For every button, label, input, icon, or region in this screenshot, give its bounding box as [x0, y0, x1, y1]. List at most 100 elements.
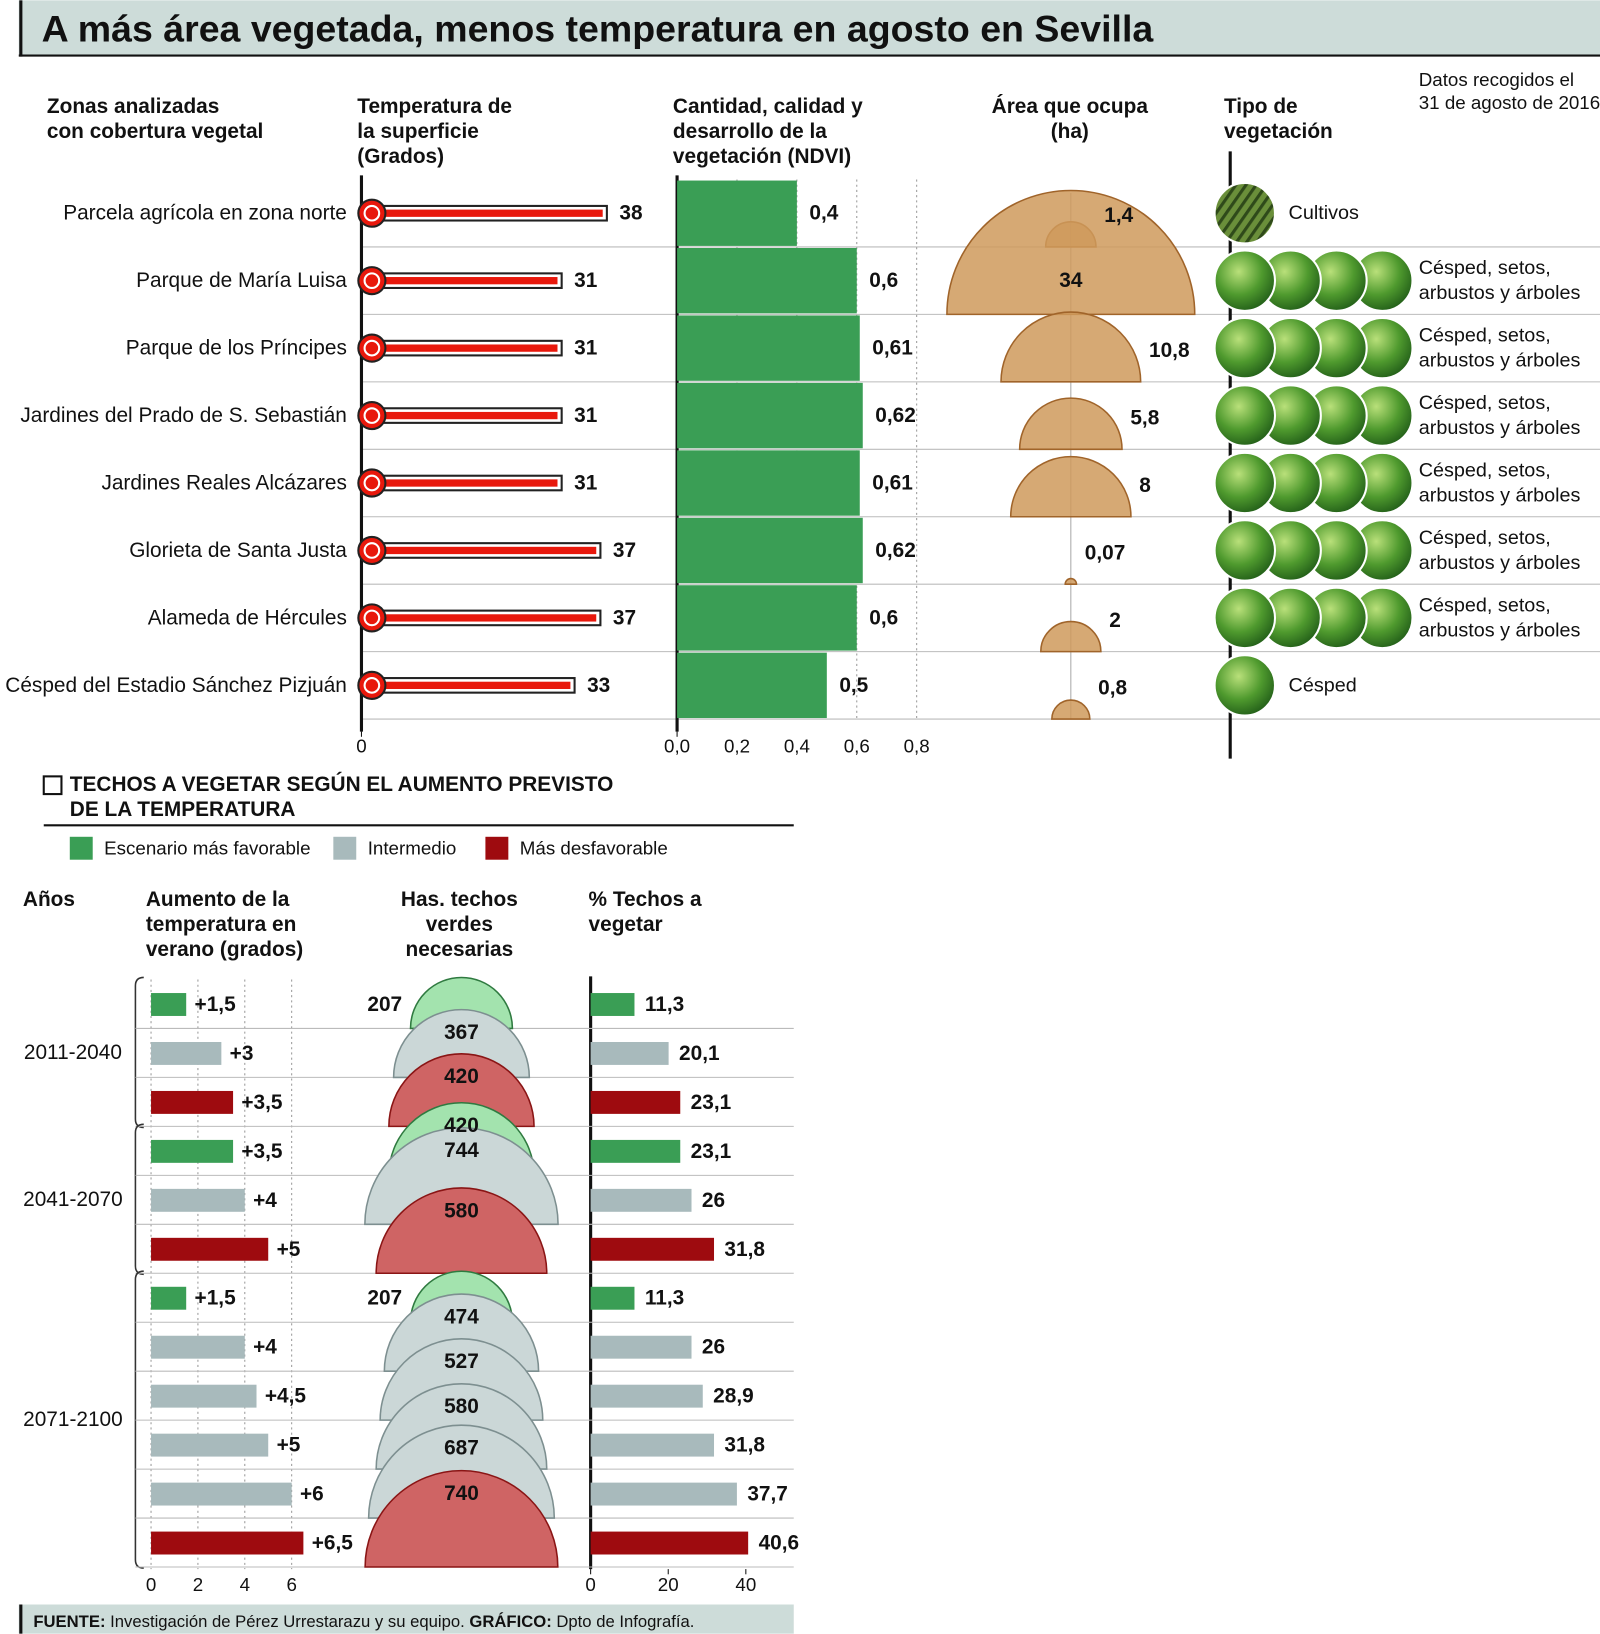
title: A más área vegetada, menos temperatura e… [42, 7, 1155, 49]
bar [590, 1237, 715, 1261]
column-header: temperatura en [146, 913, 296, 936]
column-header: Temperatura de [357, 95, 512, 118]
x-tick-label: 0 [585, 1574, 595, 1595]
vegetation-icon [1213, 519, 1277, 582]
period-bracket [134, 1123, 144, 1276]
hectares-semicircle [364, 1126, 559, 1226]
area-semicircle [1009, 455, 1132, 518]
bar [677, 382, 863, 449]
thermometer-bulb [357, 468, 387, 498]
value-label: 33 [587, 674, 610, 697]
bar [677, 180, 797, 246]
value-label: 687 [444, 1437, 479, 1460]
value-label: +5 [277, 1434, 301, 1457]
footer-credit-label: GRÁFICO: [469, 1612, 551, 1631]
bar [151, 1335, 245, 1359]
value-label: 31 [574, 337, 597, 360]
bar [151, 993, 187, 1016]
column-header: (ha) [1051, 120, 1089, 143]
vegetation-label: Césped, setos, [1419, 257, 1551, 279]
column-header: Aumento de la [146, 888, 290, 911]
bar [151, 1139, 234, 1163]
area-semicircle [1064, 577, 1078, 585]
area-semicircle [1039, 620, 1102, 653]
vegetation-label: arbustos y árboles [1419, 619, 1581, 641]
column-header: vegetar [589, 913, 663, 936]
hectares-semicircle [388, 1053, 535, 1128]
section-box [42, 775, 63, 796]
thermometer-fill [371, 209, 603, 217]
section-title: TECHOS A VEGETAR SEGÚN EL AUMENTO PREVIS… [70, 772, 614, 796]
vegetation-icon [1213, 181, 1277, 245]
hectares-semicircle [375, 1187, 548, 1275]
value-label: 37 [613, 606, 636, 629]
value-label: 207 [367, 1287, 402, 1310]
value-label: 26 [702, 1336, 725, 1359]
x-tick-label: 0,2 [724, 736, 750, 757]
zone-name: Césped del Estadio Sánchez Pizjuán [5, 674, 347, 697]
zone-name: Glorieta de Santa Justa [129, 539, 347, 562]
legend-label: Más desfavorable [520, 838, 668, 859]
value-label: 11,3 [645, 993, 684, 1016]
thermometer-bulb-ring [363, 677, 381, 694]
value-label: 0,07 [1085, 541, 1126, 564]
vegetation-label: Césped, setos, [1419, 594, 1551, 616]
thermometer-fill [371, 681, 571, 690]
thermometer-bulb-ring [363, 407, 381, 424]
legend-swatch [485, 836, 509, 860]
bar [590, 1335, 692, 1359]
thermometer-bulb [357, 333, 387, 363]
value-label: 2 [1109, 609, 1121, 632]
value-label: 420 [444, 1114, 479, 1137]
legend-swatch [69, 836, 93, 860]
bar [590, 1042, 669, 1065]
value-label: 0,62 [875, 539, 916, 562]
footer-source: Investigación de Pérez Urrestarazu y su … [110, 1612, 465, 1631]
vegetation-label: Cultivos [1289, 202, 1359, 224]
value-label: 11,3 [645, 1287, 684, 1310]
vegetation-icon [1213, 451, 1277, 515]
bar [677, 652, 827, 719]
value-label: 20,1 [679, 1042, 720, 1065]
bar [151, 1384, 257, 1408]
thermometer-bulb-ring [363, 204, 381, 222]
column-header: (Grados) [357, 145, 444, 168]
value-label: 740 [444, 1482, 479, 1505]
note: Datos recogidos el [1419, 69, 1574, 90]
legend-swatch [333, 836, 357, 860]
value-label: 0,61 [872, 472, 913, 495]
footer-source-label: FUENTE: [33, 1612, 105, 1631]
bar [151, 1286, 187, 1310]
thermometer-fill [371, 479, 558, 487]
value-label: +3,5 [241, 1140, 282, 1163]
value-label: +6 [300, 1483, 324, 1506]
x-tick-label: 0,4 [784, 736, 810, 757]
value-label: 0,4 [809, 202, 838, 225]
vegetation-icon [1213, 249, 1277, 312]
value-label: 10,8 [1149, 339, 1190, 362]
column-header: vegetación (NDVI) [673, 145, 851, 168]
value-label: 37 [613, 539, 636, 562]
value-label: +3,5 [241, 1091, 282, 1114]
thermometer-bulb-ring [363, 542, 381, 559]
value-label: 31 [574, 472, 597, 495]
vegetation-label: arbustos y árboles [1419, 350, 1581, 372]
thermometer-fill [371, 614, 597, 622]
value-label: 34 [1059, 269, 1083, 292]
bar [677, 585, 857, 651]
thermometer-bulb [357, 670, 387, 700]
vegetation-label: Césped, setos, [1419, 460, 1551, 482]
column-header: % Techos a [589, 888, 702, 911]
thermometer-fill [371, 344, 558, 352]
value-label: 31 [574, 269, 597, 292]
value-label: 26 [702, 1189, 725, 1212]
value-label: +1,5 [195, 1287, 236, 1310]
column-header: Área que ocupa [992, 95, 1149, 118]
value-label: +4 [253, 1189, 277, 1212]
vegetation-icon [1213, 384, 1277, 447]
period-label: 2071-2100 [23, 1408, 123, 1431]
value-label: 0,6 [869, 269, 898, 292]
column-header: verano (grados) [146, 938, 303, 961]
section-title: DE LA TEMPERATURA [70, 798, 296, 821]
